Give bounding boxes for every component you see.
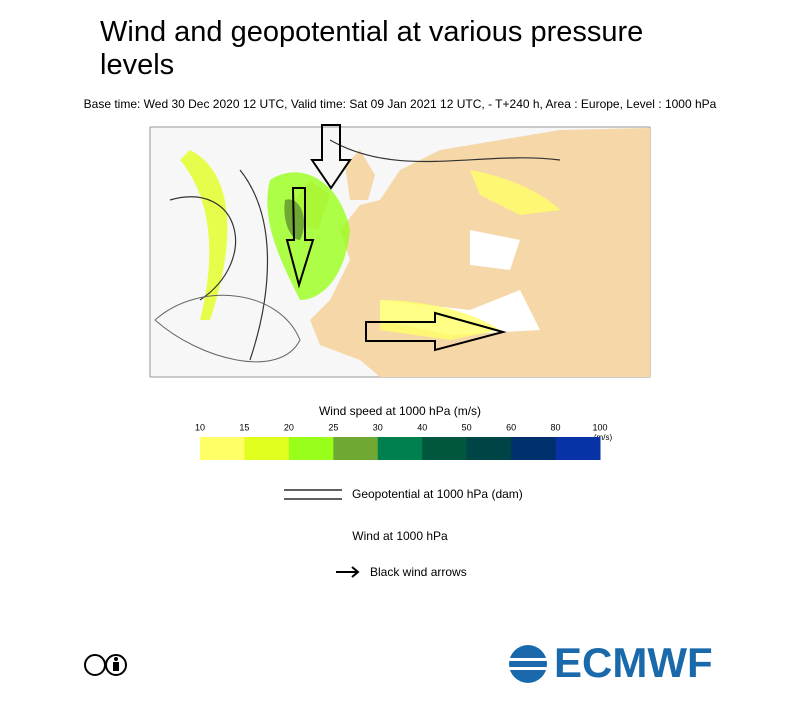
title: Wind and geopotential at various pressur… <box>100 16 644 81</box>
colorbar-tick-label: 60 <box>506 422 516 432</box>
legend-wind-arrows: Black wind arrows <box>370 565 467 579</box>
colorbar-swatch <box>333 437 379 460</box>
colorbar-swatch <box>200 437 245 460</box>
colorbar-tick-label: 25 <box>328 422 338 432</box>
colorbar-tick-label: 80 <box>551 422 561 432</box>
logo-text: ECMWF <box>554 639 713 686</box>
map <box>149 124 651 378</box>
colorbar-title: Wind speed at 1000 hPa (m/s) <box>319 404 481 418</box>
colorbar-tick-label: 15 <box>239 422 249 432</box>
cc-icon <box>84 654 127 676</box>
ecmwf-logo: ECMWF <box>506 639 713 686</box>
colorbar-unit: (m/s) <box>594 433 613 442</box>
legend-geopotential: Geopotential at 1000 hPa (dam) <box>352 487 523 501</box>
colorbar-tick-label: 10 <box>195 422 205 432</box>
colorbar-swatch <box>422 437 468 460</box>
colorbar-tick-label: 100 <box>592 422 607 432</box>
colorbar: 10 15 20 25 30 40 50 60 80 100 <box>195 422 608 460</box>
colorbar-tick-label: 30 <box>373 422 383 432</box>
colorbar-tick-label: 20 <box>284 422 294 432</box>
colorbar-tick-label: 40 <box>417 422 427 432</box>
colorbar-swatch <box>377 437 423 460</box>
subtitle: Base time: Wed 30 Dec 2020 12 UTC, Valid… <box>84 97 717 111</box>
legend-wind-title: Wind at 1000 hPa <box>352 529 448 543</box>
colorbar-tick-label: 50 <box>462 422 472 432</box>
colorbar-swatch <box>555 437 601 460</box>
colorbar-swatch <box>511 437 557 460</box>
colorbar-swatch <box>244 437 290 460</box>
legend-arrow <box>336 566 360 578</box>
colorbar-swatch <box>466 437 512 460</box>
colorbar-swatch <box>288 437 334 460</box>
